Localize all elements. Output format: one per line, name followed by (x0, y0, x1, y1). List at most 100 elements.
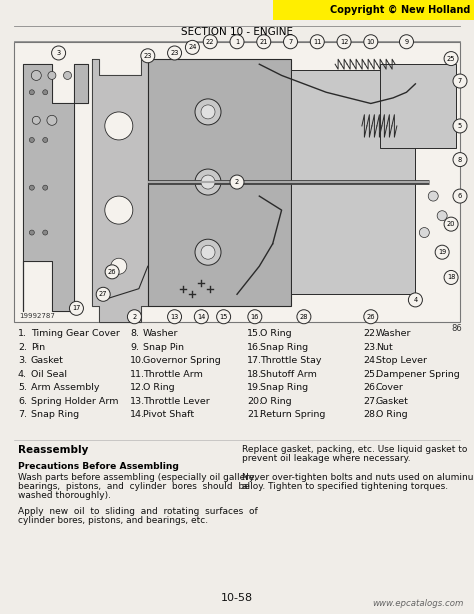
Text: 28: 28 (300, 314, 308, 320)
Text: O Ring: O Ring (143, 383, 174, 392)
Text: prevent oil leakage where necessary.: prevent oil leakage where necessary. (242, 454, 410, 463)
Circle shape (248, 309, 262, 324)
Text: 14.: 14. (130, 410, 145, 419)
Text: Return Spring: Return Spring (260, 410, 325, 419)
Circle shape (47, 115, 57, 125)
Text: 25.: 25. (363, 370, 378, 379)
Text: O Ring: O Ring (376, 410, 408, 419)
Text: 86: 86 (451, 324, 462, 333)
Text: 26: 26 (366, 314, 375, 320)
Text: 6: 6 (458, 193, 462, 199)
Circle shape (230, 175, 244, 189)
Text: 11: 11 (313, 39, 321, 45)
Circle shape (43, 138, 48, 142)
Circle shape (453, 119, 467, 133)
Circle shape (453, 189, 467, 203)
Text: O Ring: O Ring (260, 397, 292, 406)
Text: 12.: 12. (130, 383, 145, 392)
Text: alloy. Tighten to specified tightening torques.: alloy. Tighten to specified tightening t… (242, 482, 448, 491)
Circle shape (201, 105, 215, 119)
Circle shape (31, 71, 41, 80)
Text: 5: 5 (458, 123, 462, 129)
Text: 11.: 11. (130, 370, 145, 379)
Text: Stop Lever: Stop Lever (376, 356, 427, 365)
Text: 10.: 10. (130, 356, 145, 365)
Text: 6.: 6. (18, 397, 27, 406)
Text: Snap Pin: Snap Pin (143, 343, 184, 352)
Text: Gasket: Gasket (376, 397, 409, 406)
Circle shape (337, 35, 351, 49)
Text: 9: 9 (404, 39, 409, 45)
Text: 4.: 4. (18, 370, 27, 379)
Text: Washer: Washer (143, 329, 179, 338)
Circle shape (203, 35, 217, 49)
Text: Gasket: Gasket (31, 356, 64, 365)
Text: 9.: 9. (130, 343, 139, 352)
Text: Throttle Stay: Throttle Stay (260, 356, 321, 365)
Text: 21: 21 (260, 39, 268, 45)
Circle shape (64, 71, 72, 79)
Circle shape (29, 185, 34, 190)
Text: 13.: 13. (130, 397, 145, 406)
Text: 8: 8 (458, 157, 462, 163)
Text: Washer: Washer (376, 329, 411, 338)
Text: Copyright © New Holland: Copyright © New Holland (329, 5, 470, 15)
Text: Nut: Nut (376, 343, 393, 352)
Text: 16: 16 (251, 314, 259, 320)
Text: 1.: 1. (18, 329, 27, 338)
Circle shape (444, 52, 458, 66)
Text: 12: 12 (340, 39, 348, 45)
Circle shape (105, 196, 133, 224)
Circle shape (185, 41, 200, 55)
Text: 19992787: 19992787 (19, 313, 55, 319)
Circle shape (111, 258, 127, 274)
Circle shape (29, 90, 34, 95)
Text: Oil Seal: Oil Seal (31, 370, 67, 379)
Text: 2.: 2. (18, 343, 27, 352)
Circle shape (217, 309, 231, 324)
Text: 13: 13 (171, 314, 179, 320)
Circle shape (428, 191, 438, 201)
Circle shape (435, 245, 449, 259)
Text: Precautions Before Assembling: Precautions Before Assembling (18, 462, 179, 471)
Circle shape (230, 35, 244, 49)
Text: Reassembly: Reassembly (18, 445, 88, 455)
Text: Snap Ring: Snap Ring (260, 383, 308, 392)
Circle shape (43, 230, 48, 235)
Text: 15: 15 (219, 314, 228, 320)
Text: 15.: 15. (247, 329, 262, 338)
Text: 3.: 3. (18, 356, 27, 365)
Text: cylinder bores, pistons, and bearings, etc.: cylinder bores, pistons, and bearings, e… (18, 516, 208, 524)
Circle shape (168, 309, 182, 324)
Circle shape (453, 74, 467, 88)
Circle shape (29, 138, 34, 142)
Circle shape (201, 245, 215, 259)
Text: Throttle Arm: Throttle Arm (143, 370, 203, 379)
Circle shape (194, 309, 208, 324)
Text: 22.: 22. (363, 329, 378, 338)
Text: 7: 7 (458, 78, 462, 84)
Text: Pivot Shaft: Pivot Shaft (143, 410, 194, 419)
Circle shape (141, 49, 155, 63)
Text: Wash parts before assembling (especially oil gallery,: Wash parts before assembling (especially… (18, 473, 257, 481)
Text: 7: 7 (288, 39, 292, 45)
Circle shape (128, 309, 141, 324)
Polygon shape (23, 64, 88, 311)
Text: Replace gasket, packing, etc. Use liquid gasket to: Replace gasket, packing, etc. Use liquid… (242, 445, 467, 454)
Text: Pin: Pin (31, 343, 45, 352)
Text: 23.: 23. (363, 343, 378, 352)
Text: 21.: 21. (247, 410, 262, 419)
Text: bearings,  pistons,  and  cylinder  bores  should  be: bearings, pistons, and cylinder bores sh… (18, 481, 250, 491)
Text: 23: 23 (170, 50, 179, 56)
Circle shape (437, 211, 447, 220)
Text: 20: 20 (447, 221, 456, 227)
Text: 27: 27 (99, 291, 108, 297)
Text: Never over-tighten bolts and nuts used on aluminum: Never over-tighten bolts and nuts used o… (242, 473, 474, 482)
Circle shape (297, 309, 311, 324)
Text: 14: 14 (197, 314, 206, 320)
Text: 26: 26 (108, 269, 117, 275)
Circle shape (32, 116, 40, 124)
Circle shape (283, 35, 298, 49)
Text: www.epcatalogs.com: www.epcatalogs.com (373, 599, 464, 608)
Text: O Ring: O Ring (260, 329, 292, 338)
